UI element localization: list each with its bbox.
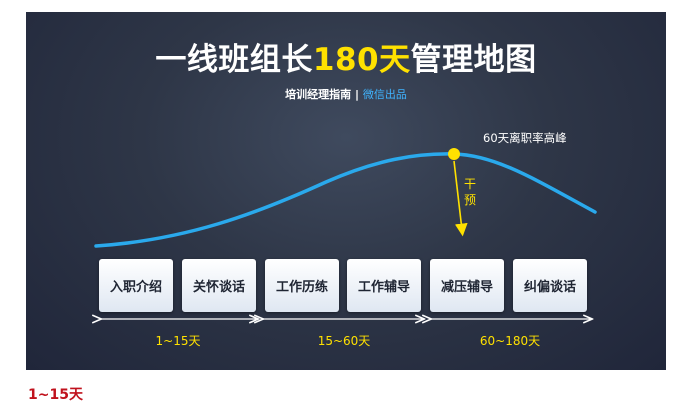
turnover-curve-graphic: [26, 148, 597, 370]
phase-box-care-talk: 关怀谈话: [182, 259, 256, 312]
range-label-1: 1~15天: [155, 334, 201, 348]
title-highlight: 180天: [312, 42, 411, 78]
intervene-label: 干 预: [462, 176, 478, 208]
slide-subtitle: 培训经理指南 | 微信出品: [26, 86, 666, 102]
slide-title: 一线班组长180天管理地图: [26, 34, 666, 79]
peak-label: 60天离职率高峰: [483, 131, 567, 145]
subtitle-main: 培训经理指南 |: [285, 88, 363, 101]
title-suffix: 管理地图: [410, 42, 537, 78]
phase-box-work-practice: 工作历练: [265, 259, 339, 312]
title-prefix: 一线班组长: [155, 42, 313, 78]
subtitle-accent: 微信出品: [362, 88, 407, 101]
phase-box-stress-relief: 减压辅导: [430, 259, 504, 312]
range-label-2: 15~60天: [317, 334, 371, 348]
phase-box-onboarding: 入职介绍: [99, 259, 173, 312]
slide-graphic: 一线班组长180天管理地图 培训经理指南 | 微信出品 60天离职率高峰 干 预…: [26, 12, 666, 370]
intervene-arrow: [453, 160, 468, 237]
peak-point: [448, 148, 460, 160]
intervene-char-1: 干: [463, 177, 476, 191]
caption-heading: 1~15天: [28, 387, 83, 403]
range-label-3: 60~180天: [479, 334, 541, 348]
phase-box-correction-talk: 纠偏谈话: [513, 259, 587, 312]
phase-box-work-coaching: 工作辅导: [347, 259, 421, 312]
turnover-curve: [94, 152, 597, 248]
intervene-char-2: 预: [463, 193, 476, 207]
